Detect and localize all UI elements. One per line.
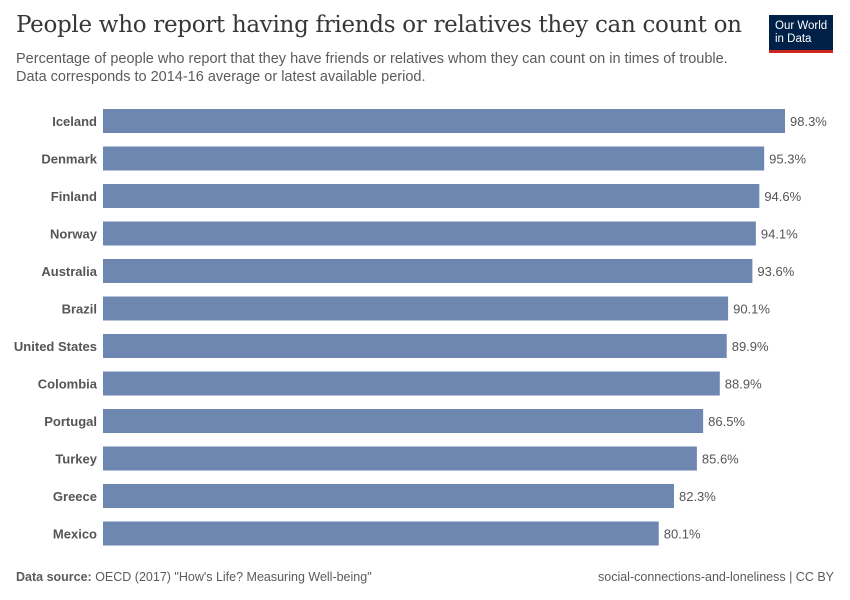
category-label: Greece (53, 489, 97, 504)
value-label: 93.6% (757, 264, 794, 279)
source-text[interactable]: OECD (2017) "How's Life? Measuring Well-… (91, 570, 372, 584)
bar-norway[interactable] (103, 221, 756, 246)
value-label: 85.6% (702, 452, 739, 467)
owid-logo[interactable]: Our World in Data (769, 15, 833, 53)
category-label: Colombia (38, 377, 98, 392)
value-label: 98.3% (790, 114, 827, 129)
category-label: Portugal (44, 414, 97, 429)
category-label: Iceland (52, 114, 97, 129)
category-label: Australia (41, 264, 97, 279)
category-label: Turkey (55, 452, 97, 467)
logo-line-2: in Data (775, 33, 812, 45)
value-label: 94.6% (764, 189, 801, 204)
value-label: 88.9% (725, 377, 762, 392)
bar-colombia[interactable] (103, 371, 720, 396)
bar-chart: Iceland 98.3% Denmark 95.3% Finland 94.6% Norw… (14, 109, 827, 546)
bar-united-states[interactable] (103, 334, 727, 358)
bar-australia[interactable] (103, 259, 753, 283)
value-label: 86.5% (708, 414, 745, 429)
bar-brazil[interactable] (103, 296, 729, 321)
chart-title: People who report having friends or rela… (16, 12, 742, 38)
data-source: Data source: OECD (2017) "How's Life? Me… (16, 570, 372, 584)
chart-subtitle: Percentage of people who report that the… (16, 50, 766, 86)
value-label: 94.1% (761, 227, 798, 242)
subtitle-line-2: Data corresponds to 2014-16 average or l… (16, 69, 426, 85)
value-label: 89.9% (732, 339, 769, 354)
logo-line-1: Our World (775, 20, 828, 32)
bar-iceland[interactable] (103, 109, 785, 133)
bar-finland[interactable] (103, 184, 760, 208)
bar-turkey[interactable] (103, 446, 697, 471)
value-label: 95.3% (769, 152, 806, 167)
category-label: Norway (50, 227, 98, 242)
subtitle-line-1: Percentage of people who report that the… (16, 51, 728, 67)
source-label: Data source: (16, 570, 92, 584)
footer-right[interactable]: social-connections-and-loneliness | CC B… (598, 570, 834, 584)
category-label: Brazil (62, 302, 97, 317)
category-label: Mexico (53, 527, 97, 542)
bar-denmark[interactable] (103, 146, 765, 171)
bar-portugal[interactable] (103, 409, 704, 433)
bar-mexico[interactable] (103, 521, 659, 546)
bar-greece[interactable] (103, 484, 674, 508)
category-label: Denmark (41, 152, 97, 167)
category-label: United States (14, 339, 97, 354)
category-label: Finland (51, 189, 97, 204)
value-label: 90.1% (733, 302, 770, 317)
value-label: 80.1% (664, 527, 701, 542)
value-label: 82.3% (679, 489, 716, 504)
